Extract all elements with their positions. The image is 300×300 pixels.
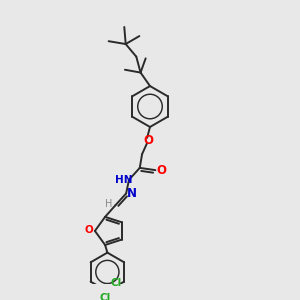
Text: O: O	[84, 225, 93, 235]
Text: HN: HN	[115, 175, 132, 185]
Text: N: N	[127, 187, 137, 200]
Text: O: O	[144, 134, 154, 147]
Text: Cl: Cl	[110, 278, 122, 288]
Text: O: O	[157, 164, 166, 177]
Text: H: H	[105, 199, 112, 209]
Text: Cl: Cl	[100, 292, 111, 300]
